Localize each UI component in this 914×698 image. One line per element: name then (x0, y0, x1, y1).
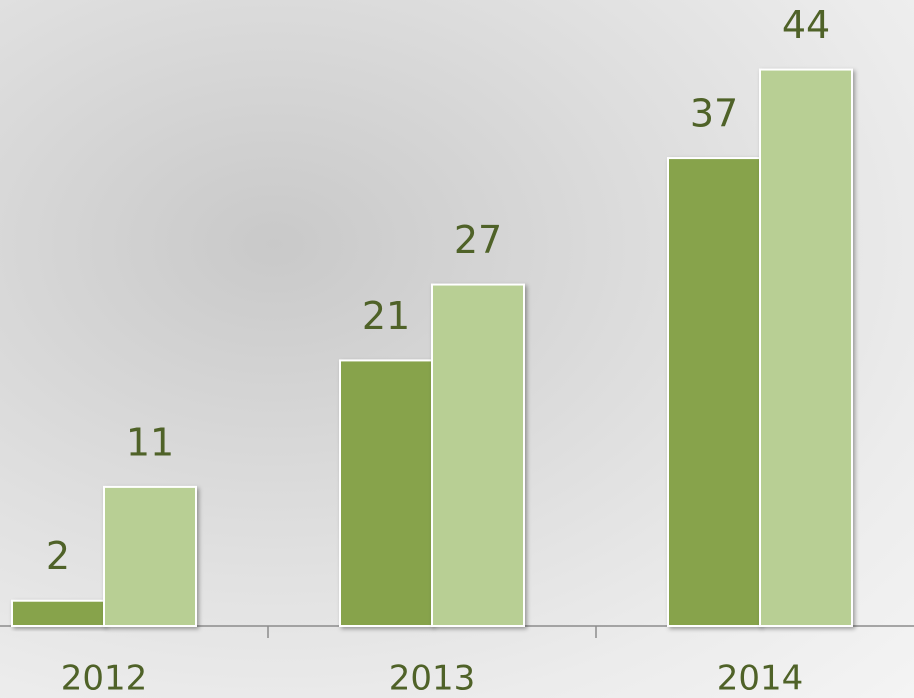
data-label: 21 (362, 294, 410, 338)
page: {"chart_data": {"type": "bar", "categori… (0, 0, 914, 698)
chart: 2012 2 11 2013 21 27 2014 37 44 (0, 0, 914, 698)
bar (760, 70, 852, 626)
bar (668, 158, 760, 626)
x-tick-label: 2012 (61, 659, 148, 698)
data-label: 37 (690, 92, 738, 136)
data-label: 11 (126, 420, 174, 464)
x-tick-label: 2014 (717, 659, 804, 698)
data-label: 27 (454, 218, 502, 262)
x-tick-label: 2013 (389, 659, 476, 698)
data-label: 2 (46, 534, 70, 578)
bar (104, 487, 196, 626)
bar (432, 285, 524, 626)
bar (340, 360, 432, 626)
bar (12, 601, 104, 626)
data-label: 44 (782, 3, 830, 47)
